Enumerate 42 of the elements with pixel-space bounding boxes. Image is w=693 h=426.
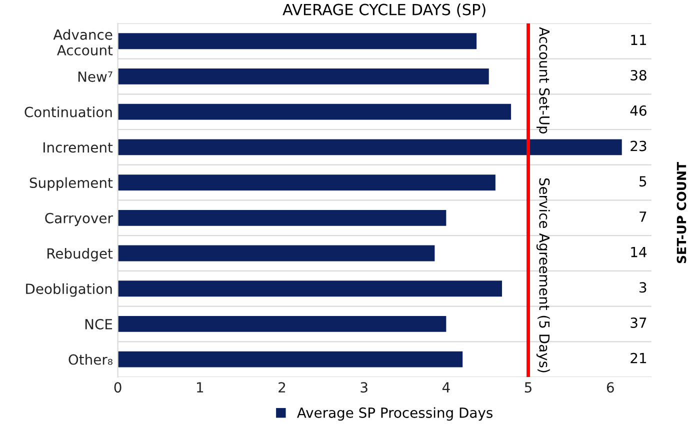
bar — [118, 316, 446, 332]
bar — [118, 351, 463, 368]
annotation: 3 — [640, 282, 646, 293]
y-tick-label: New⁷ — [78, 72, 112, 82]
bar — [118, 139, 622, 156]
bar — [118, 104, 512, 120]
bar — [118, 68, 489, 84]
annotation: 37 — [630, 317, 646, 328]
annotation: 21 — [630, 352, 646, 364]
x-tick-label: 1 — [197, 382, 204, 392]
y-tick-label: Advance Account — [53, 29, 113, 56]
x-tick-label: 2 — [278, 382, 286, 392]
ref-line-label: Service Agreement (5 Days) — [536, 178, 550, 372]
bar — [118, 210, 446, 226]
bar — [118, 33, 477, 50]
annotation: 38 — [630, 70, 646, 80]
x-tick-label: 6 — [606, 382, 614, 393]
y-tick-label: Continuation — [24, 106, 112, 118]
annotation: 46 — [630, 105, 646, 116]
bar — [118, 280, 502, 297]
bar — [118, 245, 435, 262]
y-tick-label: Increment — [44, 142, 113, 153]
legend-label: Average SP Processing Days — [296, 407, 492, 421]
annotation: Account Set-Up — [536, 27, 550, 134]
x-tick-label: 5 — [524, 382, 532, 393]
y-tick-label: Carryover — [45, 212, 113, 226]
annotation: 5 — [640, 176, 646, 187]
annotation: 23 — [630, 140, 646, 152]
x-tick-label: 3 — [360, 382, 368, 393]
bar — [118, 174, 496, 190]
y2-axis-title: SET-UP COUNT — [676, 162, 686, 264]
y-tick-label: NCE — [85, 318, 112, 330]
x-tick-label: 0 — [114, 382, 122, 393]
annotation: 7 — [640, 212, 646, 222]
y-tick-label: Other₈ — [68, 354, 112, 365]
annotation: 14 — [631, 246, 647, 258]
chart-title: AVERAGE CYCLE DAYS (SP) — [282, 4, 486, 18]
annotation: 11 — [631, 34, 646, 45]
x-tick-label: 4 — [442, 382, 450, 392]
y-tick-label: Deobligation — [26, 283, 112, 297]
y-tick-label: Rebudget — [47, 248, 113, 262]
y-tick-label: Supplement — [30, 177, 113, 191]
